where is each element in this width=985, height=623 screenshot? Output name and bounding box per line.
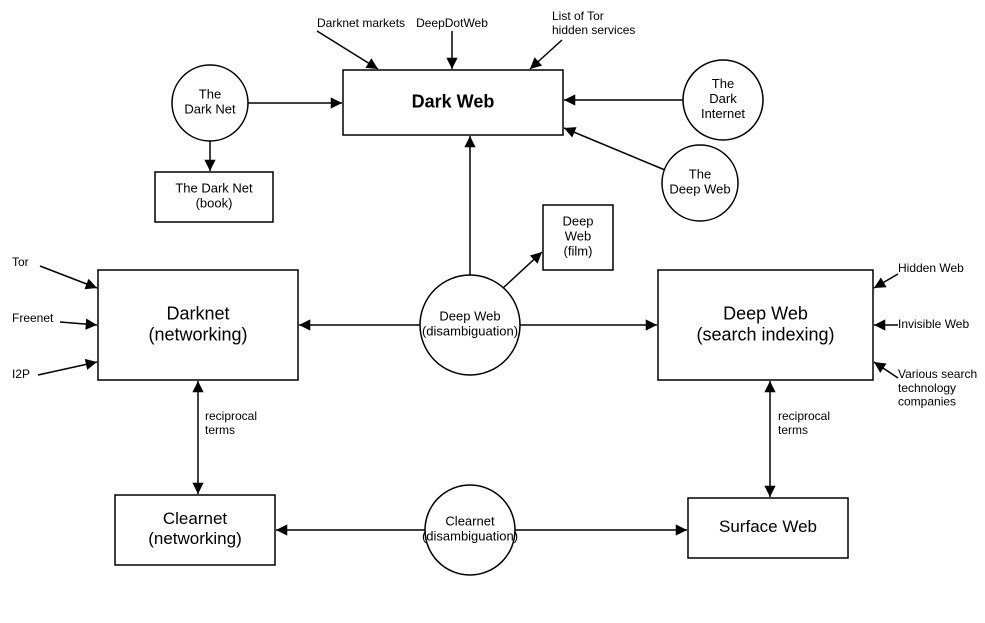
annotation-label-tor_hidden: List of Torhidden services [552, 9, 635, 37]
annotation-label-i2p: I2P [12, 367, 30, 381]
annotation-label-tor: Tor [12, 255, 29, 269]
annotation-tor_hidden: List of Torhidden services [530, 9, 635, 69]
node-deep_web_film: DeepWeb(film) [543, 205, 613, 270]
annotation-label-freenet: Freenet [12, 311, 54, 325]
annotation-invisible_web: Invisible Web [874, 317, 969, 331]
annotation-tor: Tor [12, 255, 97, 288]
annotation-label-hidden_web: Hidden Web [898, 261, 964, 275]
node-darknet_networking: Darknet(networking) [98, 270, 298, 380]
edge-deep_web_disambig-deep_web_film [503, 252, 542, 288]
annotation-freenet: Freenet [12, 311, 97, 325]
annotation-label-search_tech: Various searchtechnologycompanies [898, 367, 977, 409]
annotation-label-invisible_web: Invisible Web [898, 317, 969, 331]
annotation-label-darknet_markets: Darknet markets [317, 16, 405, 30]
node-deep_web_disambig: Deep Web(disambiguation) [420, 275, 520, 375]
annotation-recip_right: reciprocalterms [778, 409, 830, 437]
node-label-dark_web: Dark Web [412, 91, 495, 111]
annotation-label-recip_right: reciprocalterms [778, 409, 830, 437]
node-the_dark_net: TheDark Net [172, 65, 248, 141]
annotation-recip_left: reciprocalterms [205, 409, 257, 437]
node-surface_web: Surface Web [688, 498, 848, 558]
annotation-i2p: I2P [12, 362, 97, 381]
edge-the_deep_web-dark_web [564, 128, 665, 170]
node-deep_web_search: Deep Web(search indexing) [658, 270, 873, 380]
diagram-canvas: Dark Web TheDark Net The Dark Net(book) The… [0, 0, 985, 623]
annotation-label-recip_left: reciprocalterms [205, 409, 257, 437]
annotation-darknet_markets: Darknet markets [317, 16, 405, 69]
node-the_dark_net_book: The Dark Net(book) [155, 172, 273, 222]
node-clearnet_disambig: Clearnet(disambiguation) [422, 485, 518, 575]
node-label-surface_web: Surface Web [719, 517, 817, 536]
annotation-deepdotweb: DeepDotWeb [416, 16, 488, 69]
annotation-label-deepdotweb: DeepDotWeb [416, 16, 488, 30]
node-dark_web: Dark Web [343, 70, 563, 135]
node-label-deep_web_film: DeepWeb(film) [562, 214, 593, 259]
annotation-hidden_web: Hidden Web [874, 261, 964, 288]
node-the_dark_internet: TheDarkInternet [683, 60, 763, 140]
node-clearnet_networking: Clearnet(networking) [115, 495, 275, 565]
node-the_deep_web: TheDeep Web [662, 145, 738, 221]
annotation-search_tech: Various searchtechnologycompanies [874, 362, 977, 409]
